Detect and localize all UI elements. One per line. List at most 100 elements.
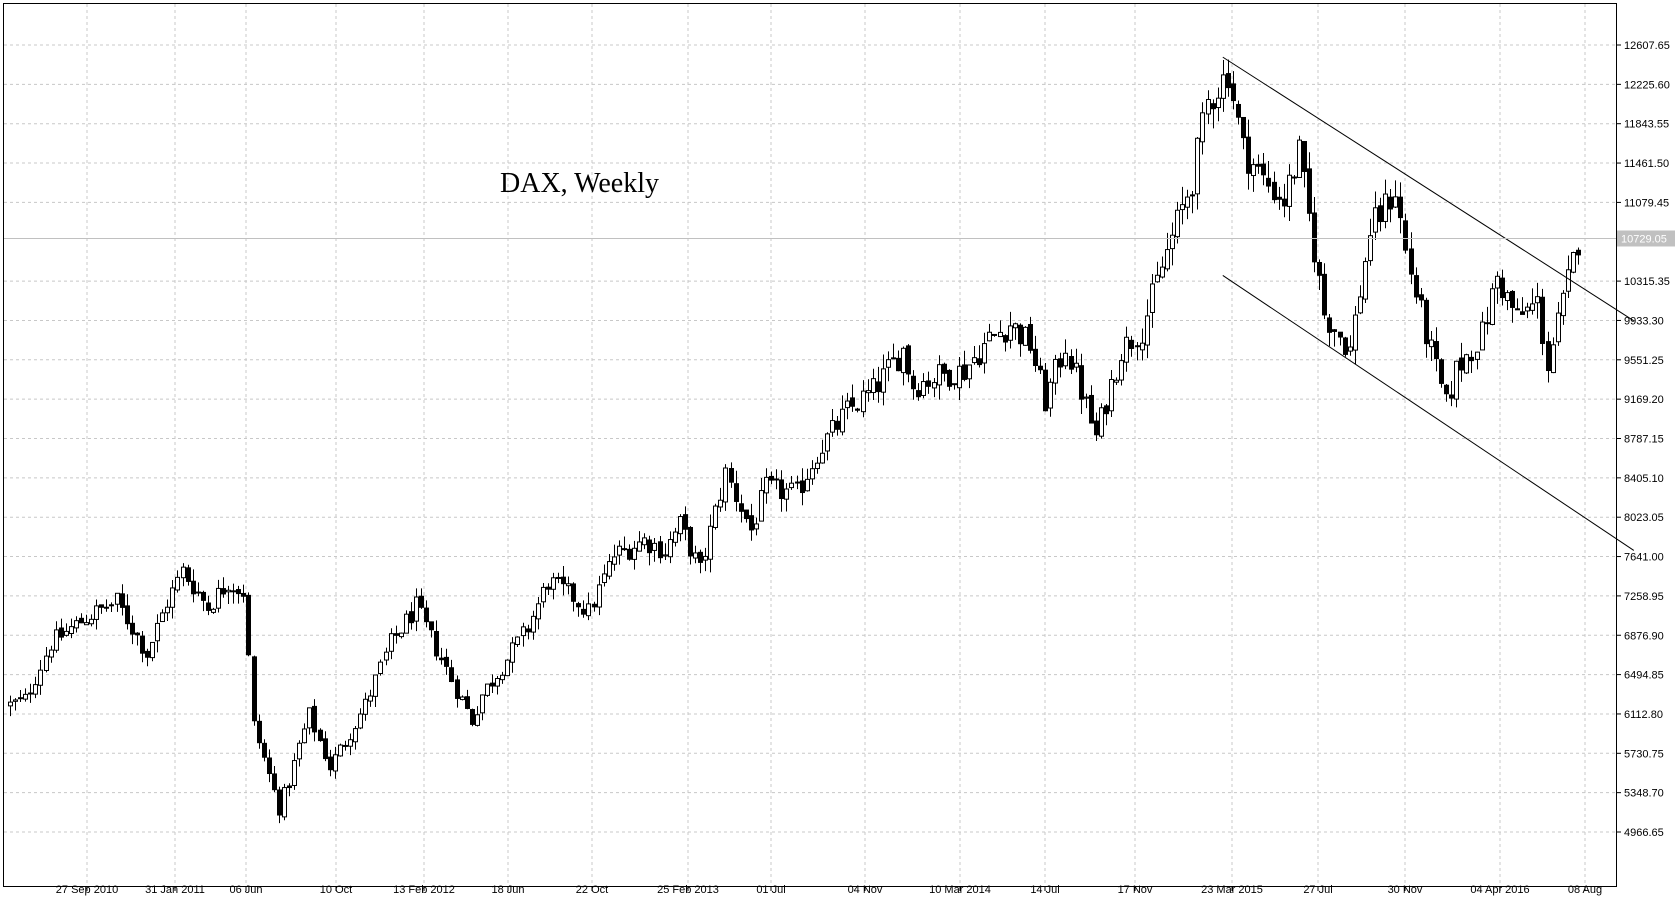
candle-body (723, 467, 728, 503)
candle-body (1368, 235, 1373, 262)
y-tick-label: 9551.25 (1624, 355, 1664, 367)
candle-body (206, 602, 211, 611)
candle-body (1378, 205, 1383, 223)
candle-body (845, 400, 850, 409)
candle-body (693, 552, 698, 559)
candle-body (541, 586, 546, 603)
candle-body (876, 381, 881, 393)
candle-body (196, 591, 201, 594)
x-tick-label: 17 Nov (1118, 884, 1153, 896)
x-tick-label: 04 Nov (848, 884, 883, 896)
candle-body (419, 595, 424, 608)
candle-body (302, 728, 307, 744)
candle-body (729, 468, 734, 483)
candle-body (982, 343, 987, 364)
candle-body (1292, 176, 1297, 179)
x-tick-label: 27 Sep 2010 (56, 884, 118, 896)
candle-body (28, 692, 33, 695)
candle-body (241, 592, 246, 597)
candle-body (1261, 163, 1266, 176)
y-tick-label: 10315.35 (1624, 276, 1670, 288)
candle-body (1180, 204, 1185, 211)
candle-body (109, 604, 114, 607)
candle-body (460, 696, 465, 701)
candle-body (703, 555, 708, 561)
candle-body (455, 679, 460, 699)
candle-body (79, 617, 84, 624)
candle-body (1393, 196, 1398, 208)
candle-body (191, 580, 196, 595)
candle-body (1155, 274, 1160, 283)
candle-body (49, 649, 54, 658)
candle-body (926, 380, 931, 387)
candle-body (378, 661, 383, 675)
x-tick-label: 30 Nov (1388, 884, 1423, 896)
candle-body (1571, 252, 1576, 273)
candle-body (637, 541, 642, 552)
candle-body (505, 659, 510, 677)
candle-body (323, 738, 328, 760)
candle-body (1317, 261, 1322, 276)
x-tick-label: 25 Feb 2013 (657, 884, 719, 896)
x-tick-label: 06 Jun (229, 884, 262, 896)
candle-body (769, 475, 774, 481)
candle-body (181, 566, 186, 579)
candle-body (140, 635, 145, 654)
candle-body (1043, 369, 1048, 412)
candle-body (759, 490, 764, 522)
candle-body (1515, 308, 1520, 311)
candle-body (881, 368, 886, 393)
candle-body (1327, 317, 1332, 333)
candle-body (1206, 98, 1211, 115)
candle-body (1343, 337, 1348, 355)
candle-body (439, 657, 444, 661)
candle-body (957, 365, 962, 389)
candle-body (287, 785, 292, 789)
candle-body (896, 357, 901, 372)
candle-body (130, 622, 135, 635)
candle-body (262, 742, 267, 758)
candle-body (1348, 346, 1353, 352)
candle-body (1388, 196, 1393, 210)
candle-body (1211, 103, 1216, 110)
candle-body (429, 621, 434, 631)
candle-body (1449, 394, 1454, 399)
candle-body (1226, 73, 1231, 89)
candle-body (13, 699, 18, 702)
candle-body (59, 627, 64, 638)
candle-body (500, 674, 505, 681)
candle-body (399, 632, 404, 638)
candle-body (774, 478, 779, 481)
candle-body (1145, 315, 1150, 346)
candle-body (363, 698, 368, 715)
y-tick-label: 8405.10 (1624, 473, 1664, 485)
candle-body (1266, 177, 1271, 187)
candle-body (1566, 269, 1571, 292)
candle-body (1124, 336, 1129, 363)
candle-body (231, 590, 236, 593)
candle-body (1028, 324, 1033, 351)
candle-body (515, 636, 520, 645)
x-tick-label: 08 Aug (1568, 884, 1602, 896)
candle-body (150, 641, 155, 659)
candle-body (1063, 352, 1068, 367)
candle-body (1485, 322, 1490, 325)
trendlines (1222, 56, 1635, 551)
candle-body (840, 408, 845, 433)
candle-body (1530, 303, 1535, 311)
candle-body (1424, 299, 1429, 345)
candle-body (911, 375, 916, 390)
x-tick-label: 10 Oct (320, 884, 352, 896)
candle-body (937, 364, 942, 386)
candle-body (1221, 74, 1226, 99)
candle-body (1079, 365, 1084, 400)
candle-body (652, 542, 657, 551)
candle-body (1129, 339, 1134, 349)
candle-body (1053, 358, 1058, 384)
candle-body (257, 720, 262, 744)
candle-body (597, 584, 602, 608)
candle-body (932, 382, 937, 389)
y-tick-label: 12607.65 (1624, 40, 1670, 52)
candle-body (1089, 394, 1094, 424)
